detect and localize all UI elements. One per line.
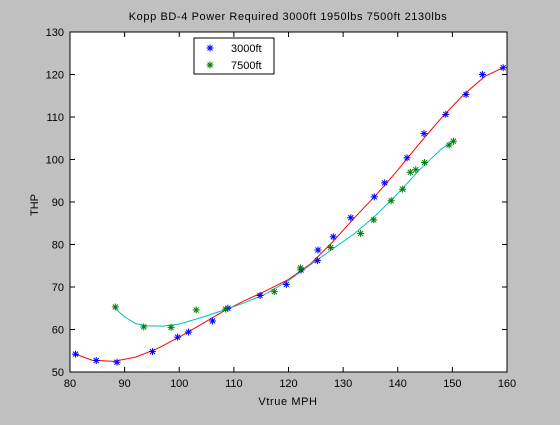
fit-curve-7500ft <box>114 140 454 327</box>
data-point-3000ft <box>313 257 321 265</box>
x-tick-label: 100 <box>170 378 188 390</box>
data-point-7500ft <box>192 306 200 314</box>
y-tick-label: 130 <box>46 27 64 39</box>
data-point-3000ft <box>256 292 264 299</box>
data-point-7500ft <box>167 323 175 331</box>
x-tick-label: 150 <box>443 378 461 390</box>
x-tick-label: 160 <box>498 378 516 390</box>
data-point-3000ft <box>209 317 217 325</box>
legend-box <box>193 37 275 75</box>
y-tick-label: 120 <box>46 70 64 82</box>
data-point-3000ft <box>381 179 389 187</box>
fit-curve-3000ft <box>75 67 504 362</box>
data-point-3000ft <box>92 357 100 365</box>
x-axis-label: Vtrue MPH <box>258 396 317 408</box>
data-point-3000ft <box>462 90 470 98</box>
x-tick-label: 90 <box>119 378 131 390</box>
x-tick-label: 110 <box>225 378 243 390</box>
data-point-7500ft <box>412 166 420 174</box>
data-point-3000ft <box>329 233 337 241</box>
data-point-3000ft <box>174 333 182 341</box>
data-point-3000ft <box>442 110 450 118</box>
y-tick-label: 80 <box>52 240 64 252</box>
legend-marker-7500ft <box>206 61 214 69</box>
data-point-3000ft <box>499 64 507 72</box>
data-point-3000ft <box>185 328 193 336</box>
legend-label-7500ft: 7500ft <box>231 60 262 72</box>
data-point-3000ft <box>478 71 486 78</box>
data-point-7500ft <box>449 137 457 145</box>
y-tick-label: 90 <box>52 197 64 209</box>
data-point-3000ft <box>420 130 428 138</box>
y-tick-label: 50 <box>52 367 64 379</box>
fit-curves <box>75 67 504 362</box>
data-point-7500ft <box>297 264 305 272</box>
y-tick-label: 100 <box>46 155 64 167</box>
data-point-7500ft <box>327 243 335 251</box>
legend: 3000ft 7500ft <box>193 37 275 75</box>
data-point-7500ft <box>111 303 119 311</box>
chart-title: Kopp BD-4 Power Required 3000ft 1950lbs … <box>129 11 448 23</box>
y-tick-label: 70 <box>52 282 64 294</box>
data-point-7500ft <box>222 305 230 313</box>
data-point-3000ft <box>370 193 378 201</box>
data-markers <box>71 64 507 366</box>
data-point-7500ft <box>357 229 365 237</box>
plot-area <box>69 31 508 373</box>
y-axis-label: THP <box>29 194 41 216</box>
x-tick-label: 140 <box>389 378 407 390</box>
data-point-3000ft <box>113 358 121 366</box>
data-point-3000ft <box>148 348 156 356</box>
x-tick-label: 130 <box>334 378 352 390</box>
data-point-3000ft <box>347 214 355 222</box>
y-tick-label: 110 <box>46 112 64 124</box>
data-point-7500ft <box>387 197 395 205</box>
data-point-7500ft <box>421 158 429 166</box>
axes: 80 90 100 110 120 130 140 150 160 50 60 70 80 90 100 11… <box>46 27 517 390</box>
legend-label-3000ft: 3000ft <box>231 43 262 55</box>
data-point-3000ft <box>314 246 322 254</box>
data-point-7500ft <box>406 168 414 176</box>
data-point-3000ft <box>403 154 411 162</box>
y-tick-label: 60 <box>52 325 64 337</box>
x-tick-label: 80 <box>64 378 76 390</box>
x-tick-label: 120 <box>279 378 297 390</box>
legend-marker-3000ft <box>206 44 214 52</box>
data-point-7500ft <box>370 216 378 224</box>
data-point-7500ft <box>399 185 407 193</box>
data-point-3000ft <box>282 280 290 288</box>
data-point-7500ft <box>270 288 278 296</box>
data-point-7500ft <box>140 323 148 331</box>
data-point-3000ft <box>71 350 79 358</box>
